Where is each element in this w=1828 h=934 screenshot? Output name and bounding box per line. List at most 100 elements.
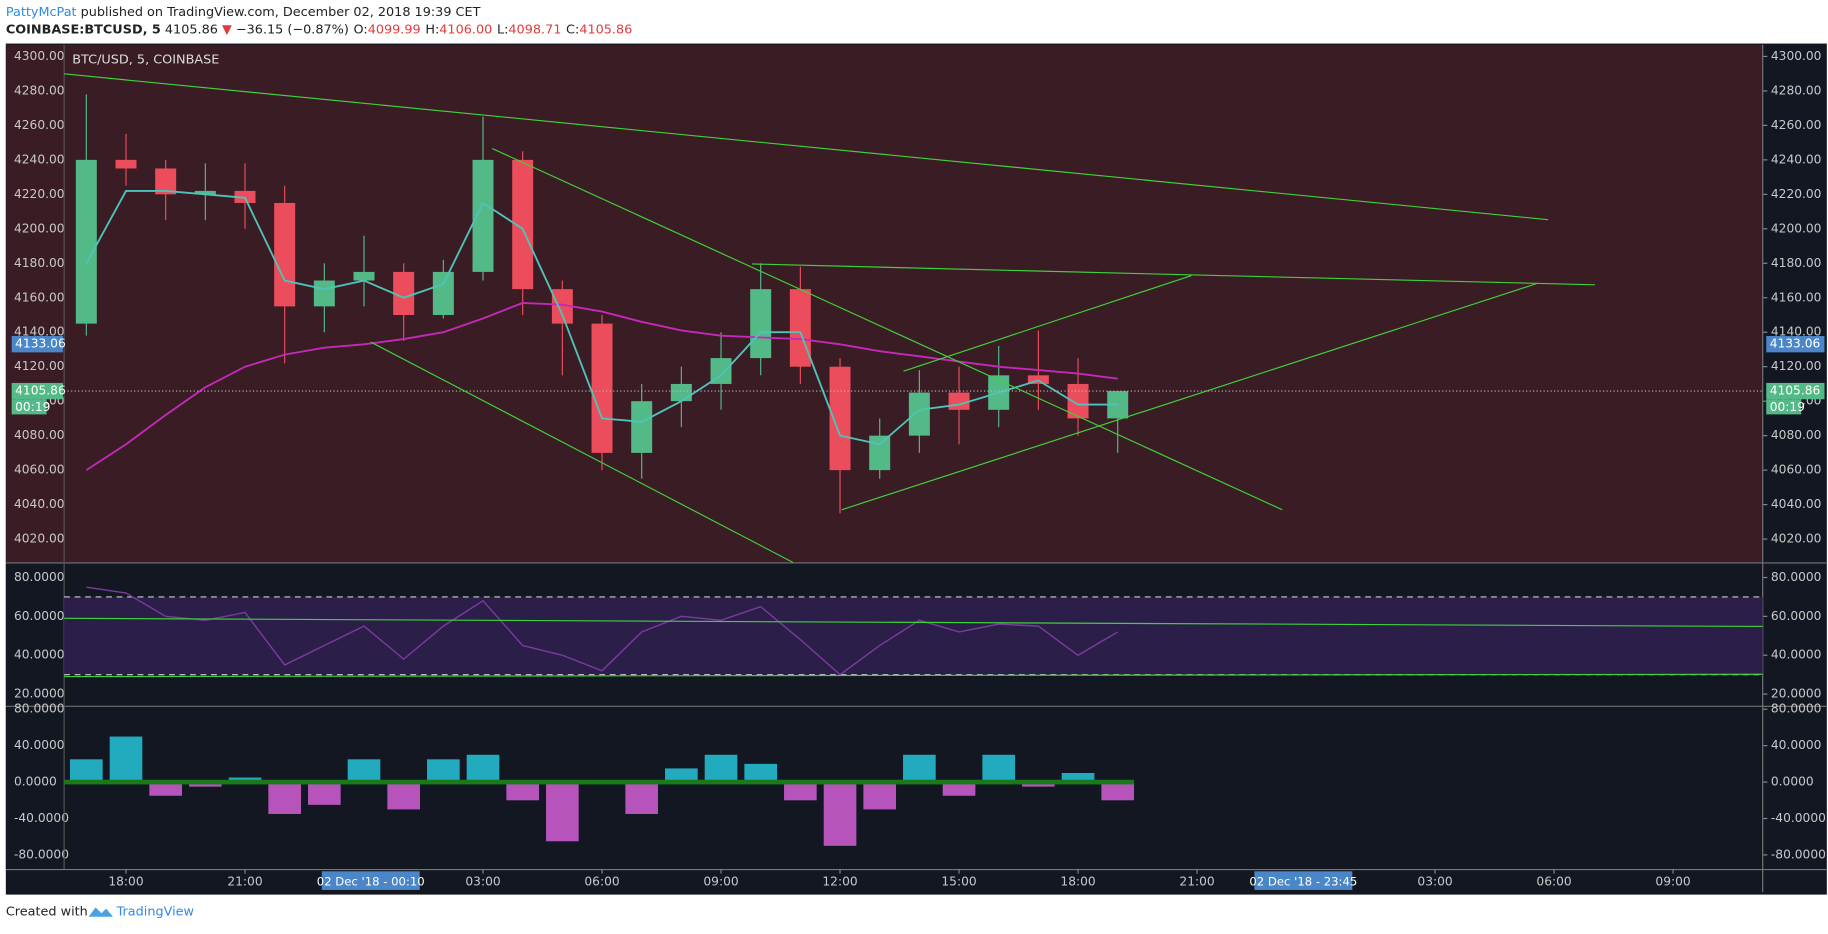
histogram-bar: [308, 782, 341, 805]
candle-body: [631, 401, 653, 453]
symbol-line: COINBASE:BTCUSD, 5 4105.86 ▼ −36.15 (−0.…: [6, 22, 632, 37]
y-tick-label: 4020.00: [1771, 532, 1822, 546]
x-tick-label: 03:00: [465, 874, 500, 888]
y-tick-label: 4220.00: [14, 187, 65, 201]
countdown-bg: [11, 399, 47, 415]
y-tick-label: 4160.00: [14, 290, 65, 304]
x-tick-label: 18:00: [108, 874, 143, 888]
candle-body: [789, 289, 811, 367]
footer-brand[interactable]: TradingView: [116, 905, 194, 920]
x-tick-label: 18:00: [1060, 874, 1095, 888]
y-tick-label: 4260.00: [14, 118, 65, 132]
x-tick-label: 15:00: [941, 874, 976, 888]
logo: [88, 907, 114, 917]
candle-body: [432, 271, 454, 315]
price-label: 4133.06: [15, 337, 66, 351]
author[interactable]: PattyMcPat: [6, 5, 77, 20]
y-tick-label: 4200.00: [1771, 221, 1822, 235]
price: 4105.86: [165, 22, 218, 37]
y-tick-label: -80.0000: [14, 847, 69, 861]
countdown: 00:19: [1770, 400, 1805, 414]
y-tick-label: 4120.00: [1771, 359, 1822, 373]
zero-band: [64, 779, 1135, 785]
x-tick-label: 06:00: [1536, 874, 1571, 888]
histogram-bar: [823, 782, 857, 846]
y-tick-label: 40.0000: [14, 738, 65, 752]
ohlc-label: H:: [425, 22, 439, 37]
rsi-line: [86, 586, 1119, 676]
x-tick-label: 03:00: [1417, 874, 1452, 888]
x-tick-label: 06:00: [584, 874, 619, 888]
y-tick-label: -80.0000: [1771, 847, 1826, 861]
header-line: PattyMcPat published on TradingView.com,…: [6, 5, 481, 20]
histogram-bar: [268, 782, 301, 814]
candle-body: [710, 358, 732, 384]
y-tick-label: 4120.00: [14, 359, 65, 373]
moving-average: [85, 189, 1118, 446]
histogram-bar: [1101, 782, 1135, 801]
ohlc: O:4099.99 H:4106.00 L:4098.71 C:4105.86: [354, 22, 633, 37]
y-tick-label: 4020.00: [14, 532, 65, 546]
y-tick-label: 20.0000: [1771, 687, 1822, 701]
time-marker: 02 Dec '18 - 23:45: [1249, 874, 1357, 888]
histogram-bar: [903, 754, 936, 783]
time-marker: 02 Dec '18 - 00:10: [317, 874, 425, 888]
x-tick-label: 21:00: [1179, 874, 1214, 888]
histogram-bar: [109, 736, 143, 783]
histogram-bar: [70, 759, 103, 783]
footer-created: Created with: [6, 905, 88, 920]
price-label: 4133.06: [1770, 337, 1821, 351]
y-tick-label: 4180.00: [1771, 256, 1822, 270]
trend-line: [64, 73, 1549, 221]
trend-line: [64, 617, 1763, 628]
candle-body: [591, 323, 613, 453]
ohlc-label: O:: [354, 22, 368, 37]
ohlc-value: 4106.00: [439, 22, 492, 37]
pane-title: BTC/USD, 5, COINBASE: [72, 52, 219, 67]
y-tick-label: 80.0000: [1771, 570, 1822, 584]
trend-line: [841, 283, 1537, 511]
y-tick-label: 4300.00: [1771, 49, 1822, 63]
y-tick-label: 4200.00: [14, 221, 65, 235]
y-tick-label: 4040.00: [14, 497, 65, 511]
y-tick-label: -40.0000: [1771, 811, 1826, 825]
candle-body: [750, 289, 772, 359]
y-tick-label: 40.0000: [14, 648, 65, 662]
candle-body: [313, 280, 335, 307]
y-tick-label: 4060.00: [14, 463, 65, 477]
y-tick-label: 80.0000: [14, 570, 65, 584]
y-tick-label: 4240.00: [14, 152, 65, 166]
candle-body: [472, 159, 494, 272]
candle-body: [115, 159, 137, 169]
histogram-bar: [347, 759, 381, 783]
arrow: ▼: [222, 22, 232, 37]
ohlc-value: 4098.71: [508, 22, 561, 37]
price-label: 4105.86: [15, 384, 66, 398]
y-tick-label: 80.0000: [1771, 702, 1822, 716]
x-tick-label: 09:00: [1655, 874, 1690, 888]
ohlc-label: L:: [497, 22, 508, 37]
histogram-bar: [784, 782, 817, 801]
histogram-bar: [149, 782, 182, 796]
rsi-band: [64, 596, 1763, 675]
candle-body: [1107, 391, 1129, 419]
moving-average: [85, 302, 1118, 471]
y-tick-label: 4280.00: [1771, 83, 1822, 97]
y-tick-label: 4160.00: [1771, 290, 1822, 304]
y-tick-label: 60.0000: [14, 609, 65, 623]
candle-body: [274, 202, 296, 307]
ohlc-value: 4105.86: [579, 22, 632, 37]
change: −36.15 (−0.87%): [236, 22, 349, 37]
candle-body: [393, 271, 415, 315]
y-tick-label: 20.0000: [14, 687, 65, 701]
candle-body: [512, 159, 534, 290]
trend-line: [903, 274, 1192, 372]
y-tick-label: 4180.00: [14, 256, 65, 270]
candle-body: [908, 392, 930, 436]
y-tick-label: 4040.00: [1771, 497, 1822, 511]
countdown: 00:19: [15, 400, 50, 414]
y-tick-label: 60.0000: [1771, 609, 1822, 623]
y-tick-label: -40.0000: [14, 811, 69, 825]
candle-body: [155, 168, 177, 195]
candle-body: [353, 271, 375, 281]
